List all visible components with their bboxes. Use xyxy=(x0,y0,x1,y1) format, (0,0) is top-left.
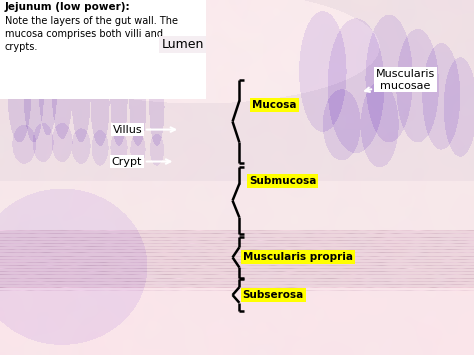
Text: Crypt: Crypt xyxy=(112,157,170,166)
Text: Note the layers of the gut wall. The
mucosa comprises both villi and
crypts.: Note the layers of the gut wall. The muc… xyxy=(5,16,178,53)
Text: Jejunum (low power):: Jejunum (low power): xyxy=(5,2,130,12)
Text: Submucosa: Submucosa xyxy=(249,176,316,186)
Text: Mucosa: Mucosa xyxy=(252,100,297,110)
Text: Villus: Villus xyxy=(112,125,175,135)
Text: Muscularis
mucosae: Muscularis mucosae xyxy=(365,69,435,92)
FancyBboxPatch shape xyxy=(0,0,206,99)
Text: Lumen: Lumen xyxy=(161,38,204,51)
Text: Muscularis propria: Muscularis propria xyxy=(243,252,353,262)
Text: Subserosa: Subserosa xyxy=(243,290,304,300)
